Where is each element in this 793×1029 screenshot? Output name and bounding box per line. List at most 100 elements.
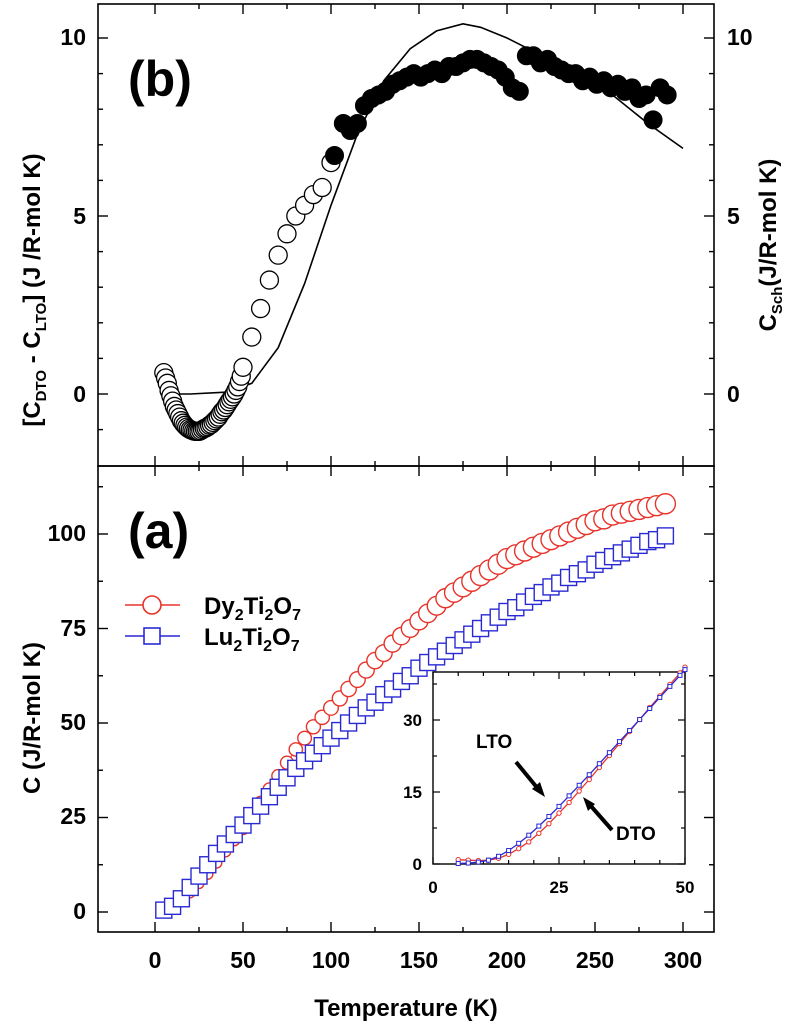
inset-point-lto: [455, 861, 461, 867]
inset-arrowhead-lto: [532, 782, 545, 797]
inset-point-dto: [586, 776, 592, 783]
inset-point-lto: [586, 772, 592, 778]
legend-label-lu: Lu2Ti2O7: [204, 624, 300, 655]
legend-label-dy: Dy2Ti2O7: [204, 593, 301, 624]
inset-xtick-label: 50: [676, 878, 695, 897]
b-ytick-label: 5: [73, 203, 86, 229]
b-filled-point: [643, 110, 663, 130]
a-xtick-label: 200: [488, 947, 526, 973]
inset-point-dto: [576, 788, 582, 794]
inset-xtick-label: 0: [428, 878, 437, 897]
panel-b: (b) 10 5 0 10 5 0 [CDTO - CLTO] (J /R-mo…: [19, 3, 786, 467]
inset-point-lto: [682, 667, 688, 673]
panel-a: (a) 100 75 50 25 0 0 50 100 150 200 250 …: [19, 465, 715, 1022]
b-y2tick-label: 0: [727, 381, 740, 407]
inset-point-lto: [465, 860, 471, 866]
inset-arrowhead-dto: [583, 797, 595, 811]
inset-point-lto: [596, 761, 602, 767]
x-axis-label: Temperature (K): [314, 995, 498, 1022]
b-ytick-label: 0: [73, 381, 86, 407]
a-dy-point: [297, 730, 313, 746]
b-ylabel: [CDTO - CLTO] (J /R-mol K): [19, 153, 50, 426]
inset-point-lto: [667, 683, 673, 689]
panel-b-ticks: [98, 4, 714, 466]
b-open-point: [250, 298, 271, 319]
inset-arrow-dto: [588, 803, 614, 832]
inset-annotation-lto: LTO: [476, 732, 512, 753]
a-ylabel: C (J/R-mol K): [19, 642, 46, 794]
b-y2tick-label: 10: [727, 24, 753, 50]
b-open-point: [233, 357, 253, 377]
a-ytick-label: 50: [60, 709, 86, 735]
panel-b-label: (b): [128, 51, 192, 107]
inset-point-lto: [616, 739, 622, 745]
b-open-point: [242, 327, 262, 347]
legend-marker-dy: [142, 595, 162, 615]
a-ytick-label: 100: [48, 520, 86, 546]
inset-point-lto: [606, 750, 612, 756]
panel-b-data: [154, 22, 684, 442]
inset-point-lto: [526, 832, 532, 838]
inset-point-lto: [536, 823, 542, 829]
inset-point-dto: [536, 830, 542, 836]
legend-marker-lu: [143, 627, 161, 645]
a-xtick-label: 0: [149, 947, 162, 973]
b-open-point: [277, 224, 297, 244]
inset-point-lto: [496, 853, 502, 859]
b-filled-point: [509, 81, 529, 101]
inset-point-lto: [485, 857, 491, 863]
inset-point-lto: [677, 672, 683, 678]
inset-point-lto: [637, 717, 643, 723]
a-xtick-label: 300: [664, 947, 702, 973]
a-xtick-label: 150: [400, 947, 438, 973]
b-filled-point: [347, 113, 367, 133]
inset-point-dto: [526, 839, 532, 845]
a-dy-point: [654, 493, 677, 515]
a-ytick-label: 0: [73, 898, 86, 924]
inset-chart: 0 15 30 0 25 50 LTO DTO: [403, 664, 695, 897]
panel-a-label: (a): [128, 503, 189, 559]
inset-point-dto: [515, 845, 522, 852]
inset-annotation-dto: DTO: [616, 824, 656, 845]
b-ytick-label: 10: [60, 24, 86, 50]
b-filled-point: [657, 85, 677, 105]
a-xtick-label: 250: [576, 947, 614, 973]
inset-xtick-label: 25: [550, 878, 569, 897]
inset-ytick-label: 15: [403, 783, 422, 802]
b-open-point: [312, 177, 332, 198]
panel-a-frame: [97, 465, 715, 933]
a-lu-point: [656, 527, 675, 545]
inset-point-lto: [647, 705, 653, 711]
inset-point-lto: [566, 793, 572, 799]
a-ytick-label: 25: [60, 803, 86, 829]
legend: Dy2Ti2O7 Lu2Ti2O7: [125, 593, 301, 655]
inset-point-lto: [556, 803, 562, 809]
panel-a-ticks: [98, 466, 714, 932]
b-y2tick-label: 5: [727, 203, 740, 229]
inset-ytick-label: 30: [403, 711, 422, 730]
a-ytick-label: 75: [60, 615, 86, 641]
b-open-point: [259, 270, 280, 290]
inset-point-lto: [657, 694, 663, 700]
b-filled-point: [325, 145, 345, 165]
inset-point-lto: [546, 813, 552, 819]
panel-a-data: [155, 493, 677, 919]
inset-point-dto: [556, 810, 562, 816]
inset-point-lto: [475, 859, 481, 865]
inset-point-dto: [566, 799, 572, 806]
inset-data: [455, 664, 688, 867]
inset-point-lto: [627, 728, 633, 734]
a-xtick-label: 50: [230, 947, 256, 973]
a-xtick-label: 100: [312, 947, 350, 973]
b-open-point: [268, 245, 288, 265]
inset-frame: [432, 671, 686, 865]
inset-point-dto: [546, 820, 552, 827]
inset-point-lto: [516, 840, 522, 846]
b-y2label: CSch(J/R-mol K): [755, 159, 786, 332]
inset-arrow-lto: [514, 760, 541, 792]
inset-point-lto: [576, 782, 582, 788]
a-dy-point: [305, 719, 322, 735]
inset-point-lto: [506, 848, 512, 854]
inset-ytick-label: 0: [413, 855, 422, 874]
